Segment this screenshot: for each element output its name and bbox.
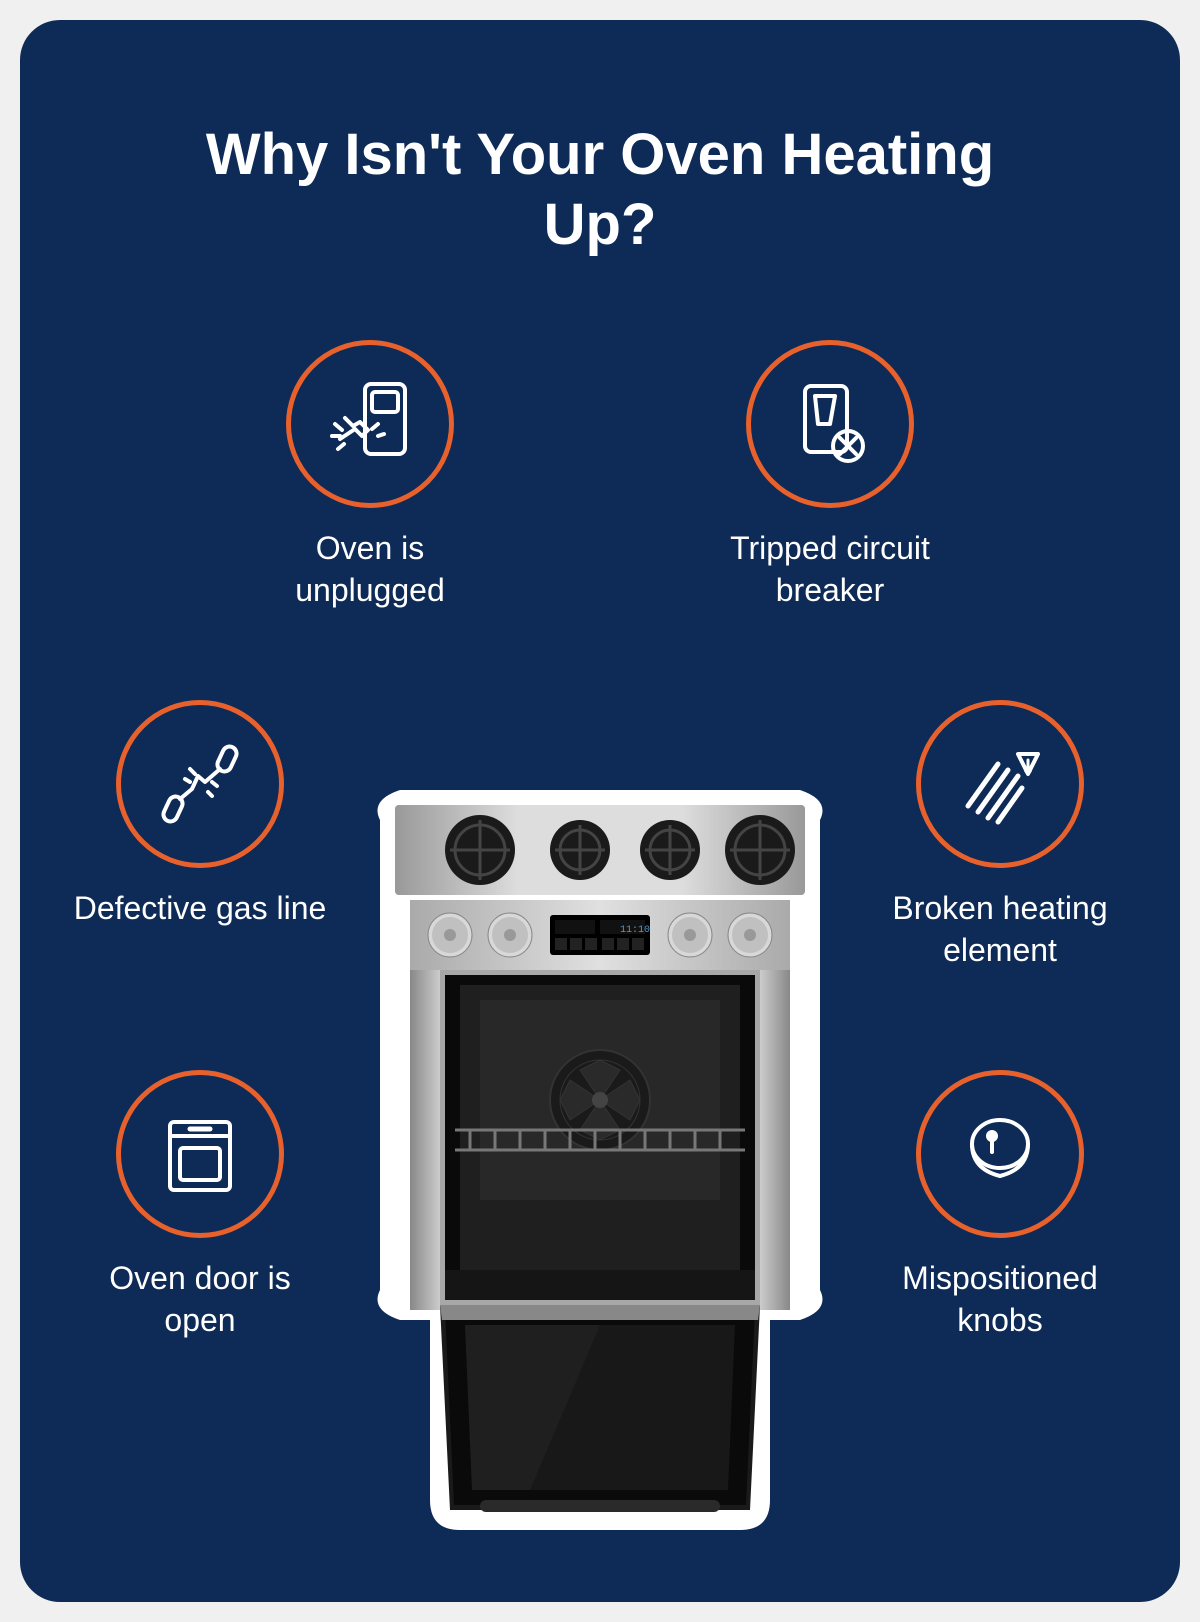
coil-icon (916, 700, 1084, 868)
reason-knobs: Mispositioned knobs (870, 1070, 1130, 1341)
reason-heating: Broken heating element (870, 700, 1130, 971)
reason-unplugged: Oven is unplugged (240, 340, 500, 611)
knob-icon (916, 1070, 1084, 1238)
infographic-card: Why Isn't Your Oven Heating Up? Oven is … (20, 20, 1180, 1602)
reason-label: Defective gas line (70, 888, 330, 930)
reason-label: Oven is unplugged (240, 528, 500, 611)
breaker-icon (746, 340, 914, 508)
reason-breaker: Tripped circuit breaker (700, 340, 960, 611)
page-title: Why Isn't Your Oven Heating Up? (200, 20, 1000, 259)
reason-gasline: Defective gas line (70, 700, 330, 930)
reason-label: Broken heating element (870, 888, 1130, 971)
oven-illustration: 11:10 (350, 760, 850, 1540)
plug-icon (286, 340, 454, 508)
pipe-icon (116, 700, 284, 868)
reason-label: Oven door is open (70, 1258, 330, 1341)
door-icon (116, 1070, 284, 1238)
reason-door: Oven door is open (70, 1070, 330, 1341)
reason-label: Mispositioned knobs (870, 1258, 1130, 1341)
reason-label: Tripped circuit breaker (700, 528, 960, 611)
svg-text:11:10: 11:10 (620, 925, 650, 936)
